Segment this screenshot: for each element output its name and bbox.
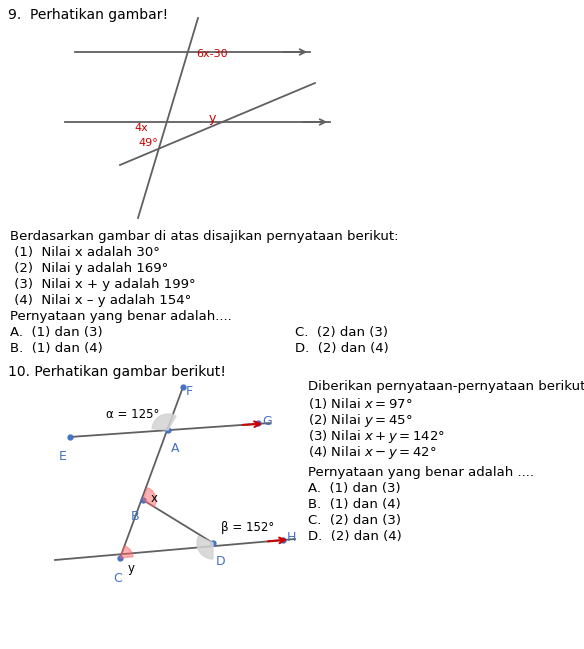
Text: E: E (59, 450, 67, 463)
Text: 49°: 49° (139, 138, 158, 148)
Wedge shape (143, 488, 156, 507)
Wedge shape (197, 536, 213, 559)
Text: A: A (171, 442, 179, 455)
Text: y: y (128, 562, 135, 575)
Text: A.  (1) dan (3): A. (1) dan (3) (10, 326, 103, 339)
Wedge shape (120, 546, 133, 558)
Text: (3)  Nilai x + y adalah 199°: (3) Nilai x + y adalah 199° (10, 278, 196, 291)
Text: B: B (130, 510, 139, 523)
Text: 4x: 4x (135, 123, 148, 133)
Text: F: F (186, 385, 193, 398)
Text: x: x (151, 492, 158, 505)
Text: B.  (1) dan (4): B. (1) dan (4) (308, 498, 401, 511)
Text: (4) Nilai $x - y = 42$°: (4) Nilai $x - y = 42$° (308, 444, 437, 461)
Text: 9.  Perhatikan gambar!: 9. Perhatikan gambar! (8, 8, 168, 22)
Text: α = 125°: α = 125° (106, 408, 159, 421)
Text: C.  (2) dan (3): C. (2) dan (3) (295, 326, 388, 339)
Text: D: D (216, 555, 225, 568)
Text: C.  (2) dan (3): C. (2) dan (3) (308, 514, 401, 527)
Text: 6x-30: 6x-30 (196, 49, 227, 59)
Text: D.  (2) dan (4): D. (2) dan (4) (308, 530, 402, 543)
Text: G: G (262, 415, 272, 428)
Text: B.  (1) dan (4): B. (1) dan (4) (10, 342, 103, 355)
Text: y: y (208, 112, 215, 125)
Text: (3) Nilai $x + y = 142$°: (3) Nilai $x + y = 142$° (308, 428, 445, 445)
Text: C: C (114, 572, 123, 585)
Text: Diberikan pernyataan-pernyataan berikut:: Diberikan pernyataan-pernyataan berikut: (308, 380, 584, 393)
Text: (1) Nilai $x = 97$°: (1) Nilai $x = 97$° (308, 396, 413, 411)
Text: D.  (2) dan (4): D. (2) dan (4) (295, 342, 389, 355)
Text: H: H (287, 531, 296, 544)
Wedge shape (152, 414, 176, 430)
Text: (4)  Nilai x – y adalah 154°: (4) Nilai x – y adalah 154° (10, 294, 191, 307)
Text: Berdasarkan gambar di atas disajikan pernyataan berikut:: Berdasarkan gambar di atas disajikan per… (10, 230, 398, 243)
Text: (1)  Nilai x adalah 30°: (1) Nilai x adalah 30° (10, 246, 160, 259)
Text: 10. Perhatikan gambar berikut!: 10. Perhatikan gambar berikut! (8, 365, 226, 379)
Text: Pernyataan yang benar adalah ....: Pernyataan yang benar adalah .... (308, 466, 534, 479)
Text: (2) Nilai $y = 45$°: (2) Nilai $y = 45$° (308, 412, 413, 429)
Text: A.  (1) dan (3): A. (1) dan (3) (308, 482, 401, 495)
Text: (2)  Nilai y adalah 169°: (2) Nilai y adalah 169° (10, 262, 168, 275)
Text: Pernyataan yang benar adalah....: Pernyataan yang benar adalah.... (10, 310, 232, 323)
Text: β = 152°: β = 152° (221, 521, 274, 534)
